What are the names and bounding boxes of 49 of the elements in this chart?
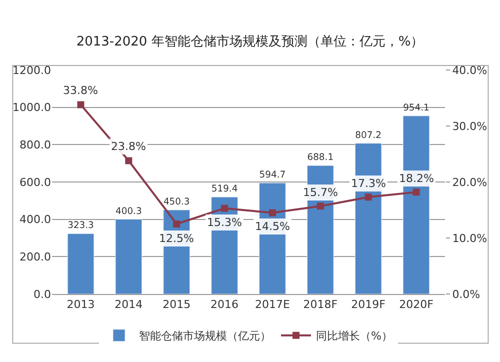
- x-tick-label: 2020F: [399, 298, 434, 312]
- y-tick-label: 600.0: [20, 176, 51, 189]
- data-label: 12.5%: [159, 232, 194, 245]
- y-tick-label: 200.0: [20, 250, 51, 264]
- x-tick-label: 2019F: [351, 298, 386, 312]
- point: [316, 202, 324, 210]
- y-tick-label: 1200.0: [12, 64, 51, 77]
- y2-tick-label: 20.0%: [452, 176, 488, 189]
- y2-tick-label: 40.0%: [452, 64, 488, 77]
- y-tick-label: 800.0: [20, 138, 51, 152]
- data-label: 15.3%: [207, 216, 242, 229]
- data-label: 594.7: [259, 169, 286, 180]
- bar: [115, 219, 142, 294]
- data-label: 14.5%: [255, 220, 290, 233]
- y2-tick-label: 10.0%: [452, 232, 488, 245]
- x-tick-label: 2016: [210, 298, 239, 312]
- point: [412, 188, 420, 196]
- y-tick-label: 1000.0: [12, 101, 51, 114]
- point: [173, 220, 180, 228]
- data-label: 23.8%: [111, 140, 146, 153]
- bar: [67, 233, 94, 294]
- y2-tick-label: 30.0%: [452, 120, 488, 133]
- data-label: 15.7%: [303, 186, 338, 199]
- point: [221, 204, 228, 212]
- data-label: 18.2%: [399, 172, 434, 185]
- legend-label: 智能仓储市场规模（亿元）: [139, 330, 271, 343]
- data-label: 688.1: [307, 152, 334, 164]
- y2-tick-label: 0.0%: [452, 288, 480, 301]
- x-tick-label: 2013: [66, 298, 95, 312]
- chart-title: 2013-2020 年智能仓储市场规模及预测（单位：亿元，%）: [76, 34, 424, 50]
- data-label: 400.3: [116, 206, 142, 217]
- x-tick-label: 2017E: [254, 298, 290, 312]
- data-label: 450.3: [163, 196, 190, 208]
- data-label: 807.2: [355, 130, 382, 141]
- y-tick-label: 0.0: [34, 288, 51, 301]
- data-label: 17.3%: [351, 177, 386, 190]
- point: [268, 209, 276, 216]
- data-label: 519.4: [211, 184, 238, 195]
- y-tick-label: 400.0: [20, 213, 51, 226]
- point: [125, 157, 132, 164]
- data-label: 954.1: [403, 102, 430, 114]
- x-tick-label: 2014: [114, 298, 143, 312]
- x-tick-label: 2018F: [303, 298, 338, 312]
- point: [364, 194, 372, 201]
- x-tick-label: 2015: [162, 298, 191, 312]
- data-label: 33.8%: [63, 84, 98, 97]
- legend-label: 同比增长（%）: [316, 330, 392, 343]
- point: [77, 101, 84, 108]
- data-label: 323.3: [68, 220, 94, 232]
